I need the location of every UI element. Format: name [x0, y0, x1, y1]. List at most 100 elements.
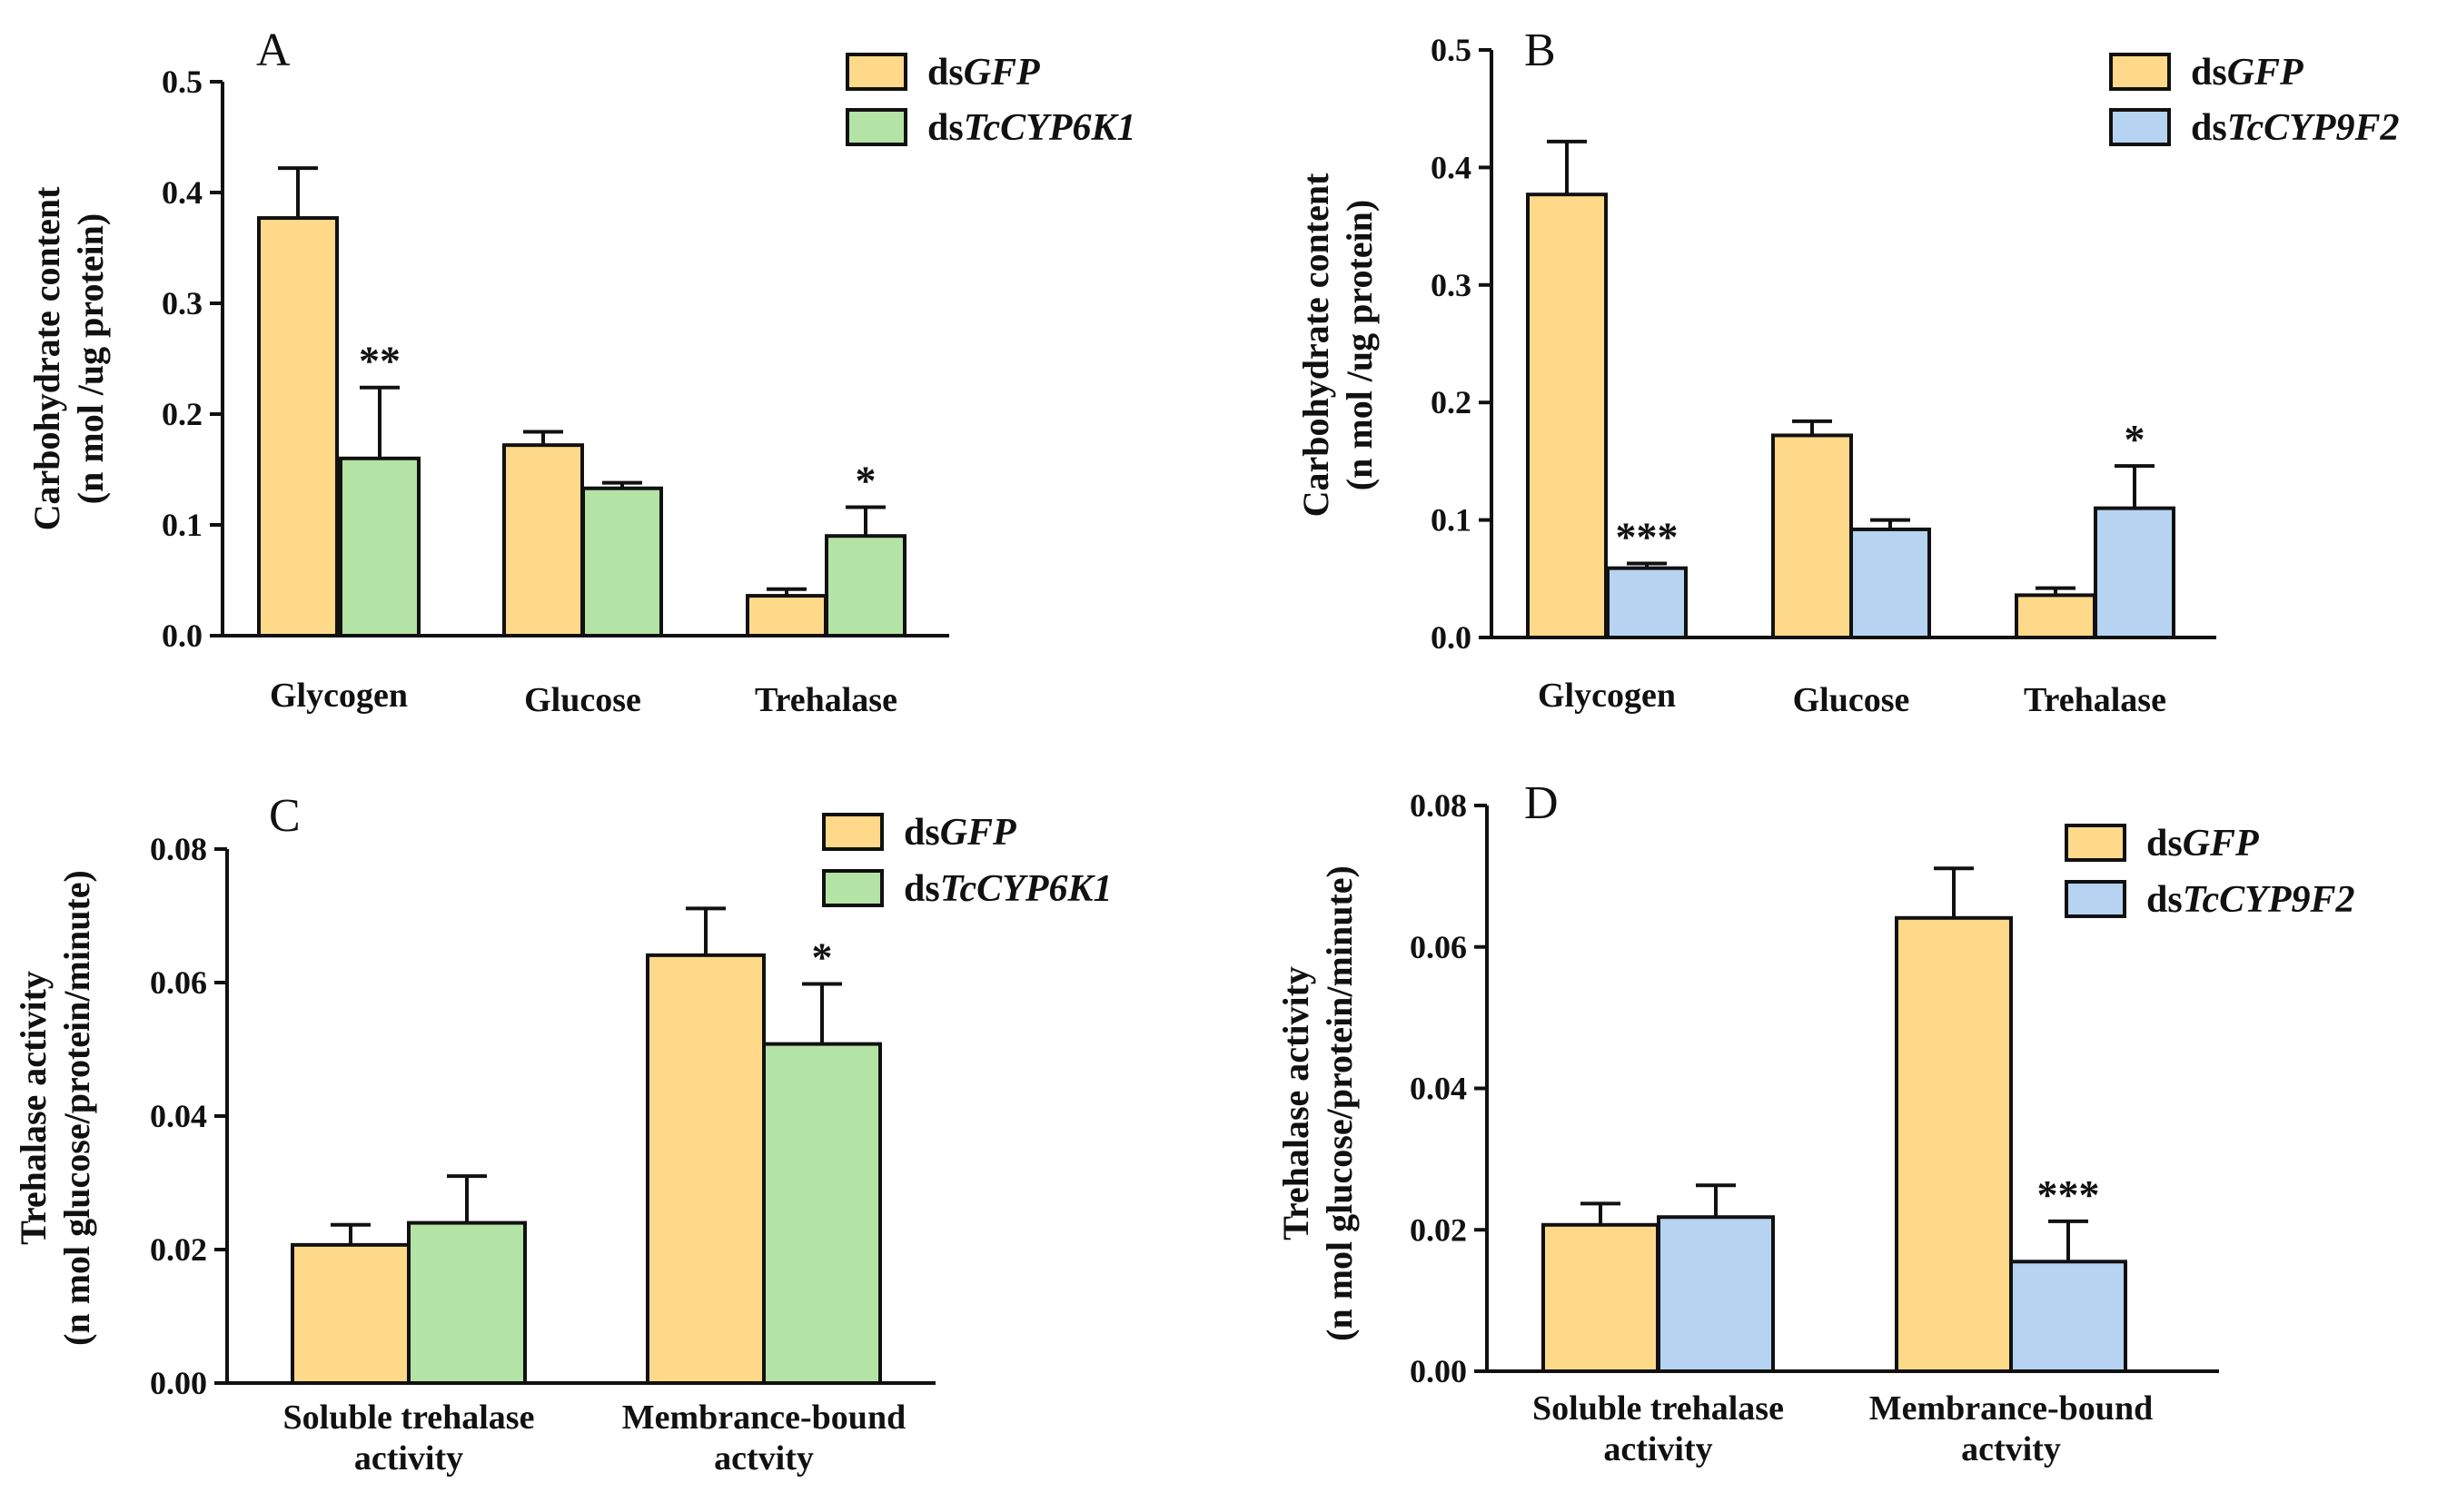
x-category-label: actvity: [714, 1439, 814, 1477]
y-axis-title-line1: Trehalase activity: [13, 971, 54, 1245]
y-axis-title: Carbohydrate content (n mol /ug protein): [26, 186, 111, 531]
y-tick-label: 0.5: [162, 64, 203, 100]
significance-marker: *: [812, 934, 833, 980]
legend-label-prefix: ds: [904, 868, 940, 910]
legend-swatch: [2065, 824, 2126, 862]
bar: [2015, 593, 2096, 640]
bar: [746, 594, 827, 638]
legend-label-gene: GFP: [2227, 52, 2303, 94]
legend-swatch: [2109, 53, 2171, 91]
legend-label: dsTcCYP6K1: [904, 868, 1112, 910]
y-tick-label: 0.04: [150, 1098, 207, 1134]
legend-label-gene: GFP: [940, 812, 1016, 854]
x-category-label: Glucose: [524, 681, 641, 719]
bar: [646, 953, 766, 1385]
bar: [1849, 527, 1931, 640]
y-tick-label: 0.02: [1410, 1211, 1467, 1248]
legend-swatch: [2109, 108, 2171, 146]
y-axis-title: Trehalase activity (n mol glucose/protein…: [1275, 865, 1360, 1341]
panel-d: 0.00 0.02 0.04 0.06 0.08 D Trehalase activity(…: [1275, 777, 2354, 1468]
y-tick-label: 0.3: [162, 285, 203, 321]
legend-swatch: [822, 869, 884, 907]
y-axis-title-line1: Trehalase activity: [1275, 966, 1316, 1240]
legend-label: dsTcCYP9F2: [2191, 107, 2399, 149]
bar: [762, 1042, 882, 1385]
y-tick-label: 0.0: [1431, 619, 1471, 656]
legend-label: dsGFP: [927, 52, 1040, 94]
legend-label: dsGFP: [2146, 823, 2259, 865]
y-tick-label: 0.06: [150, 964, 207, 1001]
legend-label-prefix: ds: [2146, 823, 2183, 865]
legend-label-prefix: ds: [927, 52, 964, 94]
y-axis-title-line2: (n mol glucose/protein/minute): [56, 870, 97, 1346]
legend-label-prefix: ds: [2191, 52, 2227, 94]
legend-label: dsGFP: [904, 812, 1016, 854]
bar: [339, 456, 421, 637]
x-category-label: Membrance-bound: [622, 1398, 906, 1437]
y-tick-label: 0.2: [162, 396, 203, 432]
legend-swatch: [846, 108, 907, 146]
y-tick-label: 0.02: [150, 1231, 207, 1268]
y-axis-title: Trehalase activity (n mol glucose/protein…: [13, 870, 97, 1346]
panel-b: 0.0 0.1 0.2 0.3 0.4 0.5 B Carbohydrate content(…: [1295, 25, 2399, 719]
x-category-label: Trehalase: [755, 681, 897, 719]
bar: [407, 1220, 527, 1385]
y-tick-label: 0.00: [150, 1365, 207, 1401]
x-category-label: Membrance-bound: [1869, 1389, 2153, 1428]
y-tick-label: 0.0: [162, 618, 203, 654]
legend-label: dsTcCYP9F2: [2146, 879, 2354, 921]
bar: [1541, 1222, 1659, 1373]
y-tick-label: 0.5: [1431, 32, 1471, 68]
x-category-label: Soluble trehalase: [1532, 1389, 1784, 1428]
x-category-label: activity: [354, 1439, 463, 1477]
panel-c: 0.00 0.02 0.04 0.06 0.08 C Trehalase activity(…: [13, 790, 1112, 1477]
significance-marker: **: [359, 338, 401, 384]
legend-label-prefix: ds: [904, 812, 940, 854]
panel-a: 0.0 0.1 0.2 0.3 0.4 0.5 A Carbohydrate content(…: [26, 25, 1135, 719]
y-tick-label: 0.08: [1410, 787, 1467, 824]
x-category-label: Glucose: [1793, 681, 1910, 719]
y-tick-label: 0.00: [1410, 1353, 1467, 1389]
legend-label: dsGFP: [2191, 52, 2303, 94]
significance-marker: *: [856, 457, 877, 503]
significance-marker: ***: [1616, 513, 1679, 559]
legend-label-prefix: ds: [2191, 107, 2227, 149]
legend-swatch: [846, 53, 907, 91]
legend-label-gene: GFP: [964, 52, 1040, 94]
bar: [1895, 915, 2013, 1373]
legend-label-gene: TcCYP9F2: [2227, 107, 2400, 149]
panel-letter: C: [269, 790, 301, 842]
legend-label-gene: TcCYP9F2: [2183, 879, 2355, 921]
bar: [502, 443, 584, 637]
legend-label-prefix: ds: [2146, 879, 2183, 921]
x-category-label: Glycogen: [270, 677, 408, 715]
y-axis-title-line2: (n mol glucose/protein/minute): [1319, 865, 1360, 1341]
bar: [1657, 1215, 1775, 1374]
legend-swatch: [822, 813, 884, 851]
bar: [257, 216, 339, 637]
y-axis-title-line2: (n mol /ug protein): [70, 213, 111, 504]
bar: [1606, 566, 1688, 639]
bar: [1526, 193, 1608, 640]
y-axis-title: Carbohydrate content (n mol /ug protein): [1295, 173, 1380, 518]
y-tick-label: 0.4: [1431, 149, 1471, 185]
y-tick-label: 0.06: [1410, 929, 1467, 965]
legend-label-gene: TcCYP6K1: [940, 868, 1113, 910]
y-axis-title-line1: Carbohydrate content: [1295, 173, 1336, 518]
bar: [2009, 1260, 2127, 1373]
legend-label-gene: GFP: [2183, 823, 2259, 865]
x-category-label: activity: [1603, 1430, 1712, 1468]
bar: [1771, 433, 1853, 639]
bar: [2094, 506, 2175, 639]
bar: [581, 486, 663, 637]
significance-marker: *: [2125, 416, 2145, 462]
y-axis-title-line1: Carbohydrate content: [26, 186, 67, 531]
panel-letter: A: [256, 25, 291, 76]
panel-letter: D: [1524, 777, 1559, 829]
x-category-label: Soluble trehalase: [283, 1398, 535, 1437]
